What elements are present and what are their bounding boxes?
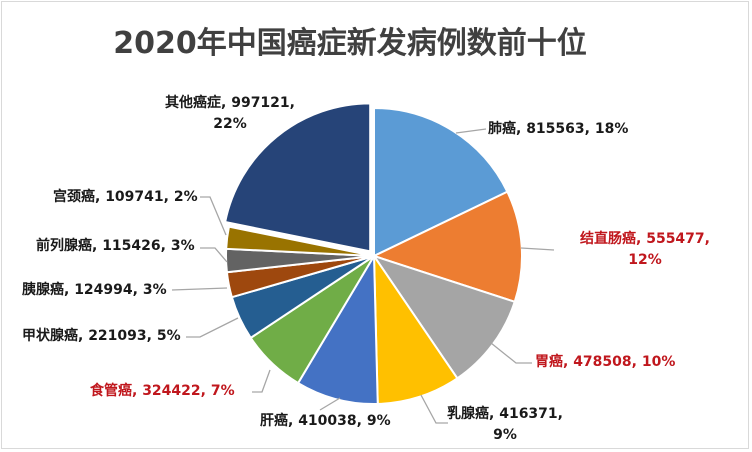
leader-line-esophagus	[252, 369, 271, 393]
pie-slice-1	[371, 190, 523, 304]
label-breast: 乳腺癌, 416371, 9%	[440, 404, 570, 446]
pie-slice-9	[225, 225, 375, 257]
leader-lines	[171, 128, 555, 424]
leader-line-stomach	[490, 342, 532, 364]
pie-slice-4	[296, 252, 379, 405]
leader-line-cervical	[200, 196, 227, 236]
leader-line-pancreas	[171, 287, 228, 291]
pie-slice-0	[373, 106, 509, 258]
label-stomach: 胃癌, 478508, 10%	[535, 354, 676, 370]
label-colorectal-line2: 12%	[628, 252, 662, 268]
label-breast-line2: 9%	[493, 427, 517, 443]
label-colorectal-line1: 结直肠癌, 555477,	[580, 231, 710, 247]
leader-line-liver	[319, 397, 341, 411]
label-breast-line1: 乳腺癌, 416371,	[447, 406, 563, 422]
label-cervical: 宫颈癌, 109741, 2%	[53, 189, 198, 205]
label-thyroid: 甲状腺癌, 221093, 5%	[22, 328, 181, 344]
label-other: 其他癌症, 997121, 22%	[155, 93, 305, 135]
leader-line-breast	[420, 394, 448, 424]
label-other-line1: 其他癌症, 997121,	[165, 95, 295, 111]
leader-line-lung	[455, 128, 487, 134]
label-pancreas: 胰腺癌, 124994, 3%	[22, 282, 167, 298]
label-colorectal: 结直肠癌, 555477, 12%	[570, 229, 720, 271]
label-lung: 肺癌, 815563, 18%	[488, 121, 629, 137]
leader-line-prostate	[200, 247, 228, 263]
label-other-line2: 22%	[213, 116, 247, 132]
label-liver: 肝癌, 410038, 9%	[260, 413, 391, 429]
leader-line-colorectal	[520, 247, 555, 251]
label-prostate: 前列腺癌, 115426, 3%	[36, 238, 195, 254]
pie-slice-10	[223, 102, 372, 253]
chart-title: 2020年中国癌症新发病例数前十位	[113, 26, 587, 61]
label-esophagus: 食管癌, 324422, 7%	[90, 383, 235, 399]
leader-line-thyroid	[186, 317, 239, 338]
pie-slice-3	[372, 252, 459, 405]
